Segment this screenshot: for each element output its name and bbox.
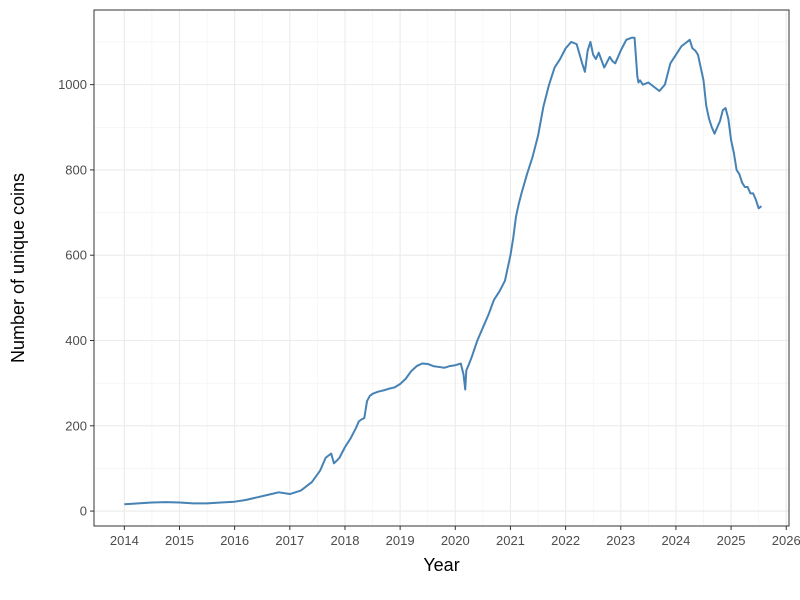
x-tick-label: 2023 — [606, 533, 635, 548]
y-axis-title: Number of unique coins — [8, 173, 28, 363]
x-tick-label: 2018 — [331, 533, 360, 548]
x-tick-label: 2026 — [772, 533, 800, 548]
y-tick-label: 600 — [65, 248, 87, 263]
y-tick-label: 200 — [65, 418, 87, 433]
labels-layer: 2014 2015 2016 2017 2018 2019 2020 2021 2022 2023… — [58, 77, 800, 548]
x-tick-label: 2017 — [275, 533, 304, 548]
x-tick-label: 2020 — [441, 533, 470, 548]
ticks-layer — [90, 84, 787, 530]
y-tick-label: 0 — [80, 504, 87, 519]
panel-border — [93, 9, 790, 527]
series-layer — [124, 36, 763, 506]
panel-background — [94, 10, 789, 526]
y-tick-label: 400 — [65, 333, 87, 348]
y-tick-label: 1000 — [58, 77, 87, 92]
x-tick-label: 2019 — [386, 533, 415, 548]
x-axis-title: Year — [423, 555, 459, 575]
x-tick-label: 2024 — [661, 533, 690, 548]
x-tick-label: 2014 — [110, 533, 139, 548]
y-tick-label: 800 — [65, 162, 87, 177]
x-tick-label: 2016 — [220, 533, 249, 548]
series-line — [124, 36, 763, 506]
x-tick-label: 2022 — [551, 533, 580, 548]
x-tick-label: 2015 — [165, 533, 194, 548]
x-tick-label: 2025 — [717, 533, 746, 548]
x-tick-label: 2021 — [496, 533, 525, 548]
grid-layer — [94, 10, 789, 526]
